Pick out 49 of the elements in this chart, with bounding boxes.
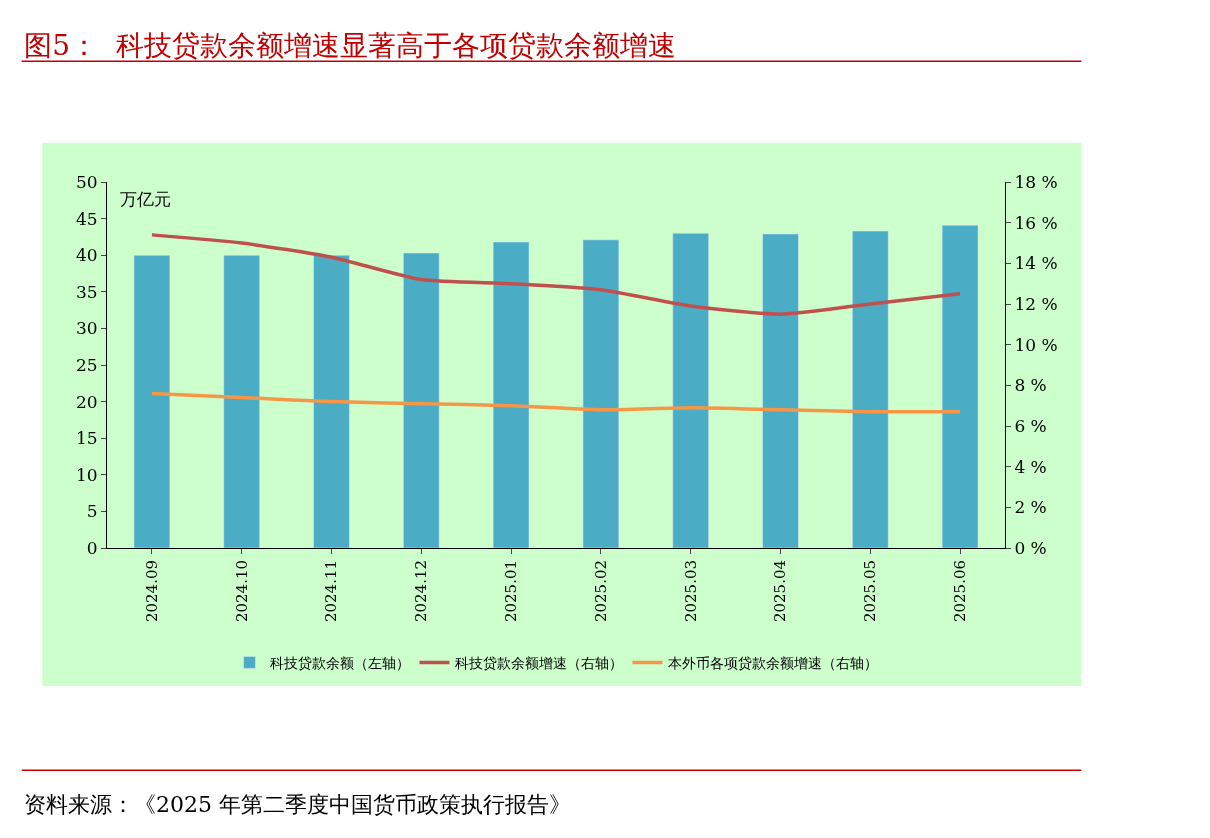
bar xyxy=(133,254,171,548)
y-tick-label: 50 xyxy=(75,171,98,192)
y-tick-label: 5 xyxy=(86,501,98,522)
y-tick-label: 15 xyxy=(75,428,98,449)
y2-tick-label: 0 % xyxy=(1014,537,1047,558)
text: 资料来源：《2025 年第二季度中国货币政策执行报告》 xyxy=(24,792,571,817)
y-axis-title: 万亿元 xyxy=(120,189,171,209)
y2-tick-label: 14 % xyxy=(1014,253,1058,274)
y-tick-label: 30 xyxy=(75,318,98,339)
bar xyxy=(852,230,889,548)
y2-tick-label: 6 % xyxy=(1014,415,1047,436)
line-series xyxy=(150,233,962,316)
bar xyxy=(582,239,620,548)
y2-tick-label: 2 % xyxy=(1014,497,1047,518)
y-tick-label: 35 xyxy=(75,281,98,302)
y2-tick-label: 10 % xyxy=(1014,334,1058,355)
line-series xyxy=(150,391,962,414)
x-tick-label: 2025.01 xyxy=(501,560,520,623)
x-tick-label: 2024.10 xyxy=(232,560,251,623)
legend-label: 科技贷款余额增速（右轴） xyxy=(454,654,623,671)
x-tick-label: 2025.03 xyxy=(681,560,700,623)
y2-tick-label: 18 % xyxy=(1014,171,1058,192)
x-tick-label: 2025.05 xyxy=(861,560,880,623)
x-tick-label: 2025.06 xyxy=(950,560,969,623)
legend-label: 本外币各项贷款余额增速（右轴） xyxy=(667,654,878,671)
y-tick-label: 20 xyxy=(75,391,98,412)
bar xyxy=(672,232,709,548)
bar xyxy=(223,254,260,548)
y-tick-label: 40 xyxy=(75,245,98,266)
x-tick-label: 2025.04 xyxy=(771,560,790,623)
x-tick-label: 2025.02 xyxy=(591,560,610,623)
y2-tick-label: 8 % xyxy=(1014,375,1047,396)
x-tick-label: 2024.12 xyxy=(412,560,431,623)
bar xyxy=(403,252,440,548)
x-tick-label: 2024.09 xyxy=(142,560,161,623)
y-tick-label: 25 xyxy=(75,354,98,375)
bar xyxy=(762,233,799,548)
y-tick-label: 10 xyxy=(75,464,98,485)
y2-tick-label: 16 % xyxy=(1014,212,1058,233)
x-tick-label: 2024.11 xyxy=(322,560,341,623)
y-tick-label: 45 xyxy=(75,208,98,229)
bar xyxy=(941,224,979,548)
chart-title: 图5： 科技贷款余额增速显著高于各项贷款余额增速 xyxy=(24,28,676,62)
y2-tick-label: 12 % xyxy=(1014,293,1058,314)
y-tick-label: 0 xyxy=(86,537,98,558)
legend-label: 科技贷款余额（左轴） xyxy=(269,654,410,671)
bar xyxy=(313,254,350,548)
bar xyxy=(492,241,530,548)
y2-tick-label: 4 % xyxy=(1014,456,1047,477)
